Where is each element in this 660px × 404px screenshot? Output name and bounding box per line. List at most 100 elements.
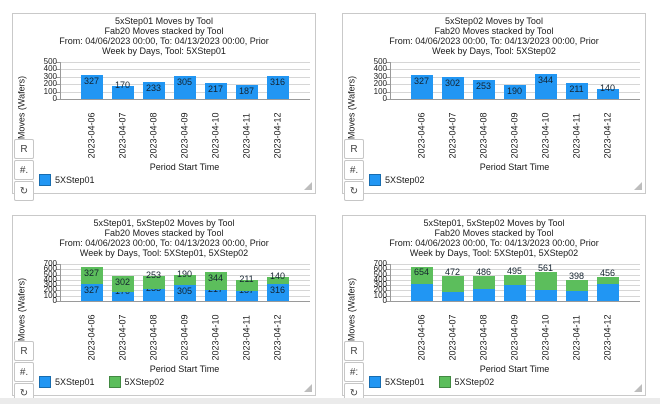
bar-segment-5xstep01[interactable] [504, 285, 526, 301]
chart-title: 5xStep01, 5xStep02 Moves by Tool Fab20 Mo… [343, 218, 645, 258]
bar-segment-5xstep01[interactable] [81, 284, 103, 301]
reset-button[interactable]: R [344, 341, 364, 361]
bar-segment-5xstep02[interactable] [442, 77, 464, 99]
bar-segment-5xstep01[interactable] [267, 76, 289, 99]
resize-grip[interactable] [304, 384, 312, 392]
number-format-button[interactable]: #. [14, 160, 34, 180]
bar-segment-5xstep01[interactable] [535, 290, 557, 301]
chart-title-line: Week by Days, Tool: 5XStep01 [102, 46, 226, 56]
chart-panel: 5xStep01, 5xStep02 Moves by Tool Fab20 Mo… [12, 215, 316, 403]
x-tick-label: 2023-04-10 [210, 112, 221, 159]
bar-segment-5xstep01[interactable] [236, 85, 258, 99]
y-tick-label: 200 [43, 79, 57, 88]
legend-toggle-button[interactable]: ↻ [14, 181, 34, 201]
bar-segment-5xstep02[interactable] [81, 267, 103, 284]
bar-segment-5xstep02[interactable] [535, 74, 557, 99]
bar-segment-5xstep01[interactable] [174, 285, 196, 301]
bar-segment-5xstep02[interactable] [442, 276, 464, 292]
bar-segment-5xstep02[interactable] [597, 89, 619, 99]
reset-button[interactable]: R [14, 341, 34, 361]
x-tick-label: 2023-04-07 [447, 112, 458, 159]
bar-value-label: 344 [207, 273, 224, 283]
resize-grip[interactable] [304, 182, 312, 190]
chart-title-line-main: 5xStep01, 5xStep02 Moves by Tool [93, 218, 235, 228]
y-tick-label: 100 [373, 291, 387, 300]
x-tick-label: 2023-04-07 [117, 314, 128, 361]
bar-segment-5xstep02[interactable] [267, 277, 289, 284]
y-tick-label: 500 [373, 57, 387, 66]
bar-segment-5xstep01[interactable] [174, 76, 196, 99]
bar-segment-5xstep01[interactable] [597, 284, 619, 301]
legend-item-5xstep02[interactable]: 5XStep02 [108, 376, 164, 388]
y-tick-label: 400 [373, 64, 387, 73]
bar-segment-5xstep01[interactable] [267, 284, 289, 301]
y-tick-mark [56, 264, 60, 265]
x-tick-label: 2023-04-12 [272, 314, 283, 361]
bar-segment-5xstep01[interactable] [473, 289, 495, 301]
bar-segment-5xstep02[interactable] [174, 275, 196, 285]
legend-toggle-button[interactable]: ↻ [344, 181, 364, 201]
bar-segment-5xstep02[interactable] [411, 267, 433, 284]
chart-title-line: Fab20 Moves stacked by Tool [104, 26, 224, 36]
bar-segment-5xstep01[interactable] [566, 291, 588, 301]
number-format-button[interactable]: #. [14, 362, 34, 382]
bar-segment-5xstep02[interactable] [112, 276, 134, 292]
bar-value-label: 327 [83, 76, 100, 86]
bar-segment-5xstep02[interactable] [473, 276, 495, 289]
bar-segment-5xstep02[interactable] [411, 75, 433, 99]
bar-segment-5xstep02[interactable] [473, 80, 495, 99]
chart-title-line: From: 04/06/2023 00:00, To: 04/13/2023 0… [59, 238, 269, 248]
resize-grip[interactable] [634, 384, 642, 392]
bar-segment-5xstep02[interactable] [504, 275, 526, 285]
legend-item-5xstep01[interactable]: 5XStep01 [369, 376, 425, 388]
number-format-button[interactable]: #: [344, 362, 364, 382]
legend-item-5xstep02[interactable]: 5XStep02 [438, 376, 494, 388]
bar-segment-5xstep02[interactable] [236, 280, 258, 291]
bar-total-label: 456 [599, 268, 616, 278]
bar-segment-5xstep02[interactable] [566, 83, 588, 99]
bar-segment-5xstep02[interactable] [504, 85, 526, 99]
chart-title-line: Fab20 Moves stacked by Tool [434, 228, 554, 238]
bar-segment-5xstep01[interactable] [236, 291, 258, 301]
bar-segment-5xstep01[interactable] [205, 83, 227, 99]
number-format-button[interactable]: #. [344, 160, 364, 180]
resize-grip[interactable] [634, 182, 642, 190]
rotate-arrow-icon: ↻ [349, 185, 359, 197]
bar-value-label: 253 [145, 270, 162, 280]
bar-segment-5xstep01[interactable] [411, 284, 433, 301]
bar-value-label: 327 [83, 285, 100, 295]
bar-segment-5xstep01[interactable] [81, 75, 103, 99]
y-tick-label: 300 [373, 280, 387, 289]
bar-segment-5xstep02[interactable] [597, 277, 619, 284]
bar-total-label: 486 [475, 267, 492, 277]
legend-item-5xstep02[interactable]: 5XStep02 [369, 174, 425, 186]
x-axis-title: Period Start Time [149, 162, 220, 172]
y-tick-mark [56, 301, 60, 302]
bar-segment-5xstep01[interactable] [112, 292, 134, 301]
reset-button[interactable]: R [344, 139, 364, 159]
bar-segment-5xstep01[interactable] [112, 86, 134, 99]
x-tick-label: 2023-04-12 [272, 112, 283, 159]
chart-title-line: Fab20 Moves stacked by Tool [104, 228, 224, 238]
bar-segment-5xstep01[interactable] [205, 290, 227, 301]
legend-item-5xstep01[interactable]: 5XStep01 [39, 174, 95, 186]
bar-total-label: 495 [506, 266, 523, 276]
bar-segment-5xstep02[interactable] [566, 280, 588, 291]
y-tick-label: 300 [43, 280, 57, 289]
y-tick-label: 500 [373, 270, 387, 279]
chart-title-line: From: 04/06/2023 00:00, To: 04/13/2023 0… [389, 238, 599, 248]
bar-segment-5xstep01[interactable] [143, 289, 165, 301]
y-tick-label: 200 [373, 79, 387, 88]
legend-label: 5XStep01 [55, 377, 95, 387]
bar-segment-5xstep01[interactable] [143, 82, 165, 99]
side-button-column: R #: ↻ [344, 341, 364, 403]
reset-button[interactable]: R [14, 139, 34, 159]
bar-segment-5xstep02[interactable] [143, 276, 165, 289]
bar-segment-5xstep02[interactable] [205, 272, 227, 290]
bar-value-label: 327 [83, 268, 100, 278]
legend-label: 5XStep02 [385, 175, 425, 185]
y-tick-label: 0 [52, 94, 57, 103]
bar-segment-5xstep02[interactable] [535, 272, 557, 290]
bar-segment-5xstep01[interactable] [442, 292, 464, 301]
legend-item-5xstep01[interactable]: 5XStep01 [39, 376, 95, 388]
